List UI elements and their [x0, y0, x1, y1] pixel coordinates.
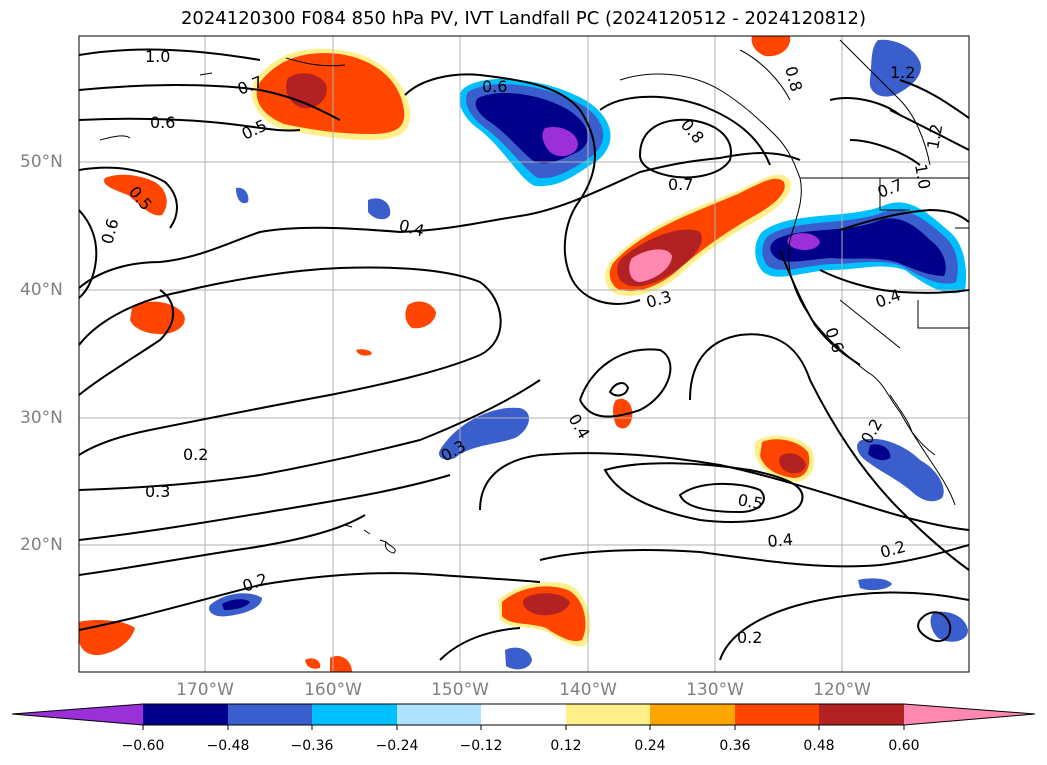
positive-anomaly-region	[629, 249, 672, 282]
contour-label: 0.7	[875, 175, 905, 202]
contour-label: 0.4	[565, 411, 594, 443]
colorbar-segment	[650, 704, 735, 725]
colorbar-segment	[312, 704, 397, 725]
colorbar-segment	[566, 704, 650, 725]
negative-anomaly-region	[439, 407, 530, 460]
contour-label: 0.6	[482, 77, 507, 96]
positive-anomaly-region	[305, 658, 321, 669]
lon-label-140w: 140°W	[559, 680, 617, 700]
negative-anomaly-region	[868, 444, 891, 461]
colorbar-segment	[143, 704, 228, 725]
colorbar-tick-label: 0.36	[719, 738, 751, 754]
colorbar-segment	[735, 704, 819, 725]
lon-label-120w: 120°W	[813, 680, 871, 700]
positive-anomaly-region	[330, 655, 352, 672]
shaded-field	[79, 36, 968, 672]
contour-label: 1.2	[923, 122, 946, 150]
positive-anomaly-region	[356, 349, 372, 356]
colorbar-extend-low	[12, 704, 143, 725]
colorbar-segment	[819, 704, 904, 725]
contour-label: 1.0	[911, 162, 934, 190]
lat-label-30n: 30°N	[20, 408, 63, 428]
negative-anomaly-region	[368, 198, 391, 220]
negative-anomaly-region	[770, 218, 946, 276]
pv-contours	[79, 48, 969, 661]
positive-anomaly-region	[523, 593, 570, 616]
lon-label-130w: 130°W	[686, 680, 744, 700]
negative-anomaly-region	[236, 187, 249, 204]
contour-label: 1.0	[145, 47, 170, 66]
colorbar-tick-label: −0.12	[459, 738, 503, 754]
contour-label: 0.2	[878, 537, 908, 562]
colorbar	[11, 703, 1036, 730]
contour-label: 0.8	[781, 64, 806, 94]
colorbar-segment	[481, 704, 566, 725]
positive-anomaly-region	[130, 301, 185, 335]
contour-label: 0.3	[145, 482, 170, 501]
contour-label: 0.6	[150, 113, 175, 132]
colorbar-tick-label: 0.24	[634, 738, 666, 754]
contour-label: 0.5	[239, 116, 270, 144]
graticule	[79, 36, 969, 672]
negative-anomaly-region	[787, 233, 820, 250]
negative-anomaly-region	[505, 647, 532, 670]
contour-label: 0.2	[737, 628, 762, 647]
lat-label-50n: 50°N	[20, 152, 63, 172]
contour-label: 0.4	[397, 216, 427, 241]
positive-anomaly-region	[104, 174, 167, 216]
colorbar-tick-label: 0.12	[550, 738, 582, 754]
contour-label: 0.7	[668, 175, 693, 194]
negative-anomaly-region	[542, 126, 578, 157]
positive-anomaly-region	[751, 36, 791, 57]
colorbar-tick-label: 0.60	[888, 738, 920, 754]
colorbar-extend-high	[904, 704, 1035, 725]
contour-label: 0.2	[240, 569, 270, 596]
lon-label-170w: 170°W	[176, 680, 234, 700]
colorbar-segment	[228, 704, 312, 725]
contour-label: 1.2	[890, 63, 915, 82]
plot-frame	[78, 35, 970, 673]
map-title: 2024120300 F084 850 hPa PV, IVT Landfall…	[180, 8, 867, 29]
colorbar-tick-label: −0.36	[290, 738, 334, 754]
coastlines	[99, 39, 969, 554]
colorbar-tick-label: 0.48	[803, 738, 835, 754]
positive-anomaly-region	[405, 301, 436, 329]
lon-label-160w: 160°W	[304, 680, 362, 700]
lon-label-150w: 150°W	[431, 680, 489, 700]
contour-label: 0.6	[98, 217, 123, 247]
positive-anomaly-region	[779, 453, 806, 474]
lat-label-40n: 40°N	[20, 280, 63, 300]
positive-anomaly-region	[256, 53, 405, 134]
lat-label-20n: 20°N	[20, 535, 63, 555]
contour-label: 0.2	[183, 445, 208, 464]
contour-label: 0.4	[767, 530, 794, 551]
positive-anomaly-region	[613, 398, 633, 429]
colorbar-tick-label: −0.60	[121, 738, 165, 754]
colorbar-segment	[397, 704, 481, 725]
colorbar-tick-label: −0.24	[375, 738, 419, 754]
contour-label: 0.6	[821, 325, 848, 355]
positive-anomaly-region	[79, 620, 135, 656]
negative-anomaly-region	[858, 578, 892, 591]
negative-anomaly-region	[222, 599, 250, 610]
contour-label: 0.5	[736, 490, 764, 513]
colorbar-tick-label: −0.48	[206, 738, 250, 754]
